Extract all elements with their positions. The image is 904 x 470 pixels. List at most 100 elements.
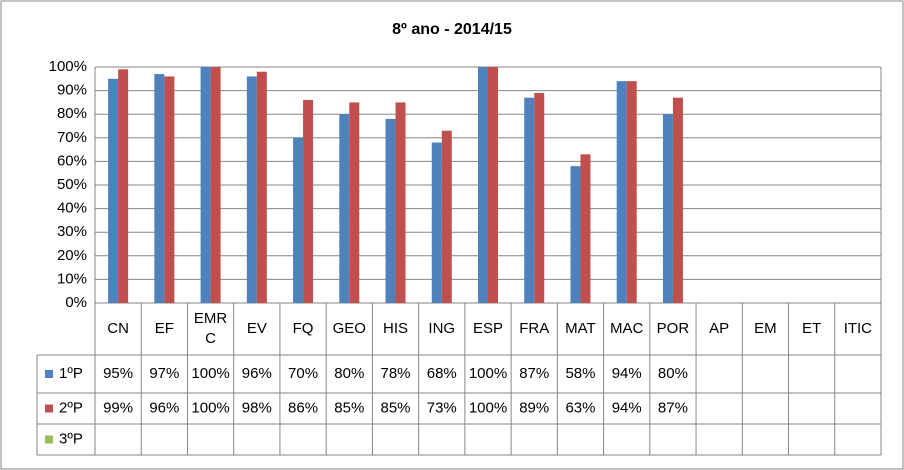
bar — [488, 67, 498, 303]
data-table-value: 86% — [288, 399, 318, 416]
data-table-value: 70% — [288, 365, 318, 382]
x-tick-label: POR — [656, 320, 690, 337]
x-tick-label: CN — [107, 320, 129, 337]
bar — [395, 102, 406, 304]
bar — [626, 81, 637, 303]
data-table-value: 89% — [519, 399, 549, 416]
y-tick-label: 60% — [57, 152, 87, 169]
y-tick-label: 30% — [57, 223, 87, 240]
bar — [200, 67, 211, 303]
x-tick-cell: AP — [709, 320, 730, 337]
x-tick-cell: EF — [154, 320, 174, 337]
y-tick-label: 10% — [57, 270, 87, 287]
x-tick-label: MAT — [565, 320, 596, 337]
y-tick-label: 20% — [57, 247, 87, 264]
x-tick-cell: ITIC — [843, 320, 873, 337]
y-tick-label: 100% — [49, 58, 87, 75]
data-table-value: 95% — [103, 365, 133, 382]
bar — [246, 76, 257, 303]
y-tick-label: 80% — [57, 105, 87, 122]
data-table-value: 94% — [612, 399, 642, 416]
x-tick-cell: POR — [656, 320, 690, 337]
x-tick-label: ET — [802, 320, 822, 337]
bar — [616, 81, 627, 303]
data-table-value: 63% — [565, 399, 595, 416]
legend-key — [45, 404, 53, 413]
legend-key — [45, 435, 53, 444]
bar — [154, 74, 165, 303]
data-table-value: 100% — [191, 365, 229, 382]
bar — [256, 71, 267, 303]
x-tick-label: HIS — [383, 320, 409, 337]
bar — [672, 97, 683, 304]
data-table-value: 100% — [191, 399, 229, 416]
bar — [118, 69, 129, 303]
x-tick-cell: FRA — [519, 320, 550, 337]
legend-label: 3ºP — [59, 430, 83, 447]
x-tick-label: FQ — [292, 320, 314, 337]
bar — [108, 78, 119, 303]
x-tick-cell: EMRC — [193, 310, 228, 347]
data-table-value: 73% — [427, 399, 457, 416]
bar — [293, 137, 304, 303]
data-table-value: 80% — [334, 365, 364, 382]
y-tick-label: 0% — [65, 294, 87, 311]
x-tick-label: GEO — [332, 320, 366, 337]
data-table-value: 85% — [334, 399, 364, 416]
x-tick-cell: FQ — [292, 320, 314, 337]
bar — [431, 142, 442, 303]
x-tick-cell: GEO — [332, 320, 366, 337]
legend-label: 2ºP — [59, 399, 83, 416]
bar — [570, 166, 581, 303]
bar — [349, 102, 360, 304]
x-tick-cell: ING — [428, 320, 456, 337]
data-table-value: 96% — [242, 365, 272, 382]
data-table-value: 87% — [658, 399, 688, 416]
x-tick-label: EM — [754, 320, 777, 337]
data-table-value: 87% — [519, 365, 549, 382]
bar — [210, 67, 221, 303]
data-table-value: 98% — [242, 399, 272, 416]
y-tick-label: 90% — [57, 82, 87, 99]
y-tick-label: 70% — [57, 129, 87, 146]
x-tick-label: FRA — [519, 320, 550, 337]
data-table-value: 100% — [469, 399, 507, 416]
data-table-value: 58% — [565, 365, 595, 382]
x-tick-label: ESP — [472, 320, 503, 337]
data-table-value: 100% — [469, 365, 507, 382]
legend-key — [45, 370, 53, 378]
bar — [441, 130, 452, 303]
x-tick-label: AP — [709, 320, 730, 337]
data-table-value: 97% — [149, 365, 179, 382]
bar — [339, 114, 350, 303]
legend-label: 1ºP — [59, 365, 83, 382]
bar — [478, 67, 488, 303]
bar — [524, 97, 535, 304]
chart-title: 8º ano - 2014/15 — [392, 21, 512, 38]
x-tick-cell: MAT — [565, 320, 596, 337]
data-table-value: 80% — [658, 365, 688, 382]
data-table-value: 85% — [381, 399, 411, 416]
data-table-value: 68% — [427, 365, 457, 382]
x-tick-cell: ESP — [472, 320, 503, 337]
bar — [534, 92, 545, 304]
x-tick-cell: EV — [247, 320, 267, 337]
y-tick-label: 40% — [57, 200, 87, 217]
data-table-value: 94% — [612, 365, 642, 382]
data-table-value: 78% — [381, 365, 411, 382]
bar — [303, 100, 314, 303]
x-tick-cell: ET — [802, 320, 822, 337]
bar — [164, 76, 175, 303]
x-tick-label: EMRC — [193, 310, 228, 347]
bar — [662, 114, 673, 303]
x-tick-label: MAC — [610, 320, 644, 337]
x-tick-cell: EM — [754, 320, 777, 337]
x-tick-cell: MAC — [610, 320, 644, 337]
x-tick-label: EF — [154, 320, 174, 337]
y-tick-label: 50% — [57, 176, 87, 193]
x-tick-label: ING — [428, 320, 456, 337]
x-tick-label: ITIC — [843, 320, 873, 337]
x-tick-cell: CN — [107, 320, 129, 337]
